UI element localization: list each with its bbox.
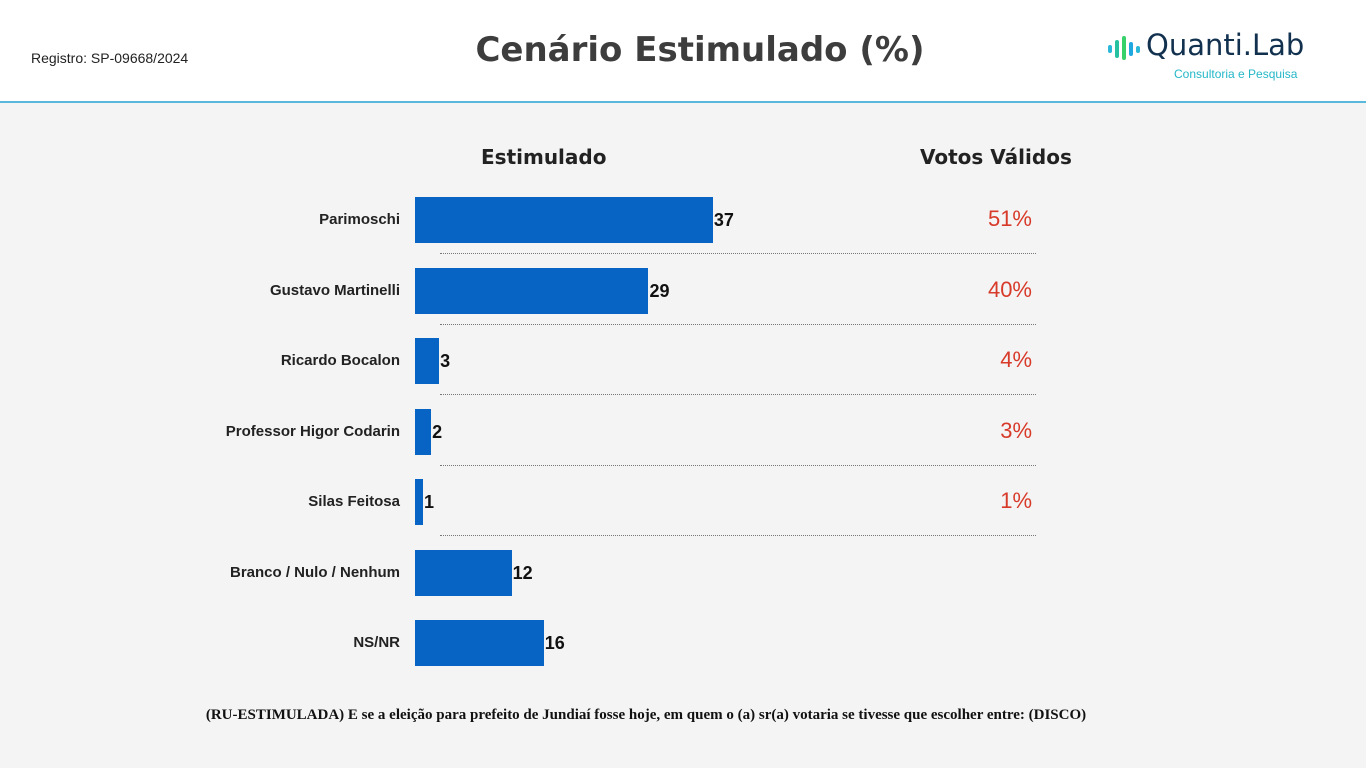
row-divider bbox=[440, 323, 1036, 325]
bar-value-label: 37 bbox=[713, 210, 734, 230]
bar bbox=[415, 549, 512, 596]
header: Registro: SP-09668/2024 Cenário Estimula… bbox=[0, 0, 1366, 103]
category-label: Silas Feitosa bbox=[308, 493, 400, 510]
bar-value-label: 2 bbox=[432, 421, 443, 442]
logo-bars-icon bbox=[1108, 36, 1140, 60]
footnote: (RU-ESTIMULADA) E se a eleição para pref… bbox=[205, 707, 1087, 723]
logo-name: Quanti.Lab bbox=[1146, 28, 1305, 62]
bar bbox=[415, 408, 432, 455]
registro-text: Registro: SP-09668/2024 bbox=[31, 50, 189, 66]
valid-vote-label: 51% bbox=[987, 206, 1032, 231]
bar-value-label: 12 bbox=[512, 562, 533, 583]
bar-value-label: 1 bbox=[424, 492, 435, 512]
bar bbox=[415, 338, 440, 384]
bar-value-label: 16 bbox=[544, 633, 565, 653]
valid-vote-label: 40% bbox=[987, 276, 1032, 302]
valid-vote-label: 4% bbox=[1000, 347, 1032, 372]
category-label: Ricardo Bocalon bbox=[280, 352, 400, 369]
column-header-votos-validos: Votos Válidos bbox=[920, 145, 1072, 169]
category-label: Gustavo Martinelli bbox=[269, 281, 400, 299]
bar bbox=[415, 479, 424, 525]
bar bbox=[415, 620, 544, 666]
row-divider bbox=[440, 464, 1036, 466]
row-divider bbox=[440, 394, 1036, 395]
category-label: Parimoschi bbox=[319, 211, 400, 228]
chart-title: Cenário Estimulado (%) bbox=[475, 30, 925, 70]
logo: Quanti.Lab Consultoria e Pesquisa bbox=[1106, 28, 1326, 88]
row-divider bbox=[440, 253, 1036, 254]
bar-value-label: 29 bbox=[649, 280, 670, 301]
logo-subtitle: Consultoria e Pesquisa bbox=[1174, 67, 1298, 81]
valid-vote-label: 3% bbox=[1000, 417, 1032, 443]
bar-value-label: 3 bbox=[440, 351, 451, 371]
category-label: NS/NR bbox=[353, 634, 400, 651]
valid-vote-label: 1% bbox=[1000, 488, 1032, 513]
row-divider bbox=[440, 535, 1036, 536]
category-label: Branco / Nulo / Nenhum bbox=[229, 563, 400, 581]
bar bbox=[415, 197, 713, 243]
category-label: Professor Higor Codarin bbox=[225, 422, 400, 440]
bar bbox=[415, 267, 649, 314]
column-header-estimulado: Estimulado bbox=[481, 145, 607, 169]
